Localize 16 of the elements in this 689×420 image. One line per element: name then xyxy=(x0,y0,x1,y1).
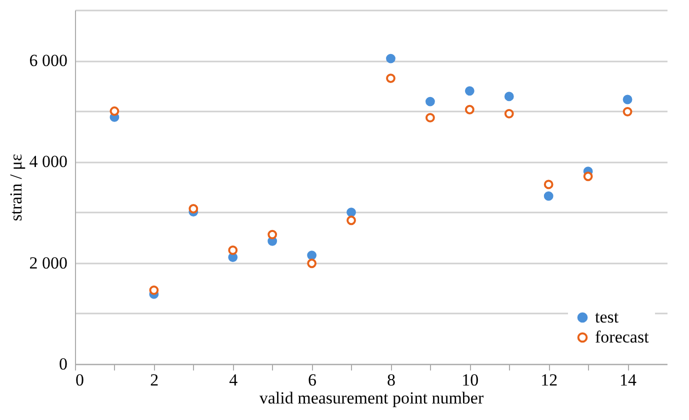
x-tick-label: 0 xyxy=(76,370,84,390)
x-tick-label: 8 xyxy=(386,370,396,390)
x-tick-label: 12 xyxy=(540,370,558,390)
x-tick-label: 2 xyxy=(150,370,159,390)
x-tick-label: 10 xyxy=(462,370,479,390)
y-tick-label: 4 000 xyxy=(29,152,68,172)
x-tick-label: 4 xyxy=(229,370,238,390)
x-tick-label: 14 xyxy=(620,370,638,390)
x-axis-title: valid measurement point number xyxy=(259,388,484,408)
legend-label: forecast xyxy=(595,328,650,346)
y-tick-label: 2 000 xyxy=(29,253,68,272)
y-axis-title: strain / με xyxy=(6,154,26,222)
x-tick-label: 6 xyxy=(308,370,317,390)
y-tick-label: 6 000 xyxy=(29,51,68,70)
y-tick-label: 0 xyxy=(59,354,68,374)
legend-label: test xyxy=(595,308,619,326)
